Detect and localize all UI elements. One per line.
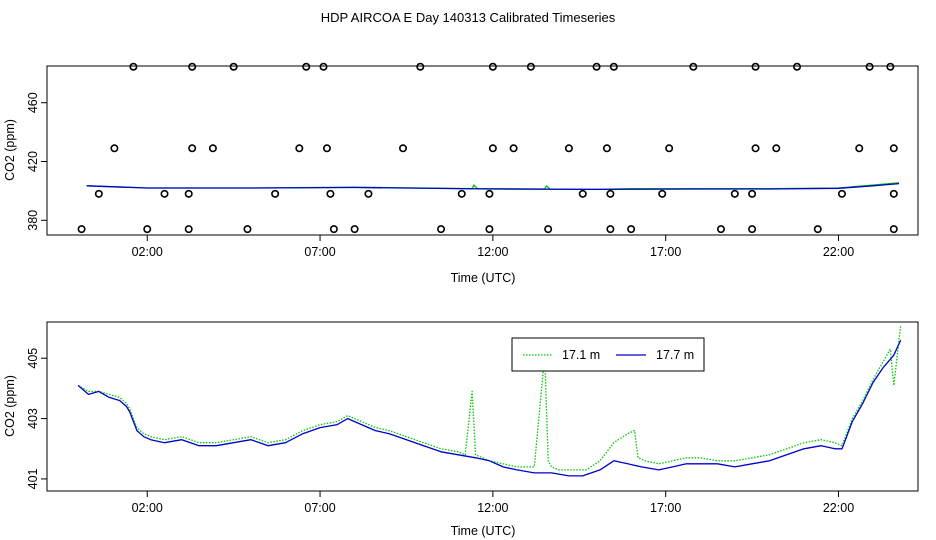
top-marker-circle	[302, 62, 311, 71]
top-y-tick-label: 460	[26, 92, 40, 113]
top-marker-circle	[319, 62, 328, 71]
top-x-tick-label: 02:00	[132, 245, 163, 259]
top-marker-circle	[592, 62, 601, 71]
bot-series-line-blue	[77, 339, 902, 477]
bottom-y-ticks: 401 403 405	[26, 348, 47, 489]
top-marker-circle	[188, 62, 197, 71]
top-marker-circle	[457, 189, 466, 198]
top-series-line-blue	[86, 182, 900, 191]
top-plot-frame	[46, 65, 919, 236]
top-markers	[77, 62, 898, 234]
top-marker-circle	[208, 144, 217, 153]
top-marker-circle	[326, 189, 335, 198]
bot-series-line-green	[77, 324, 902, 471]
top-marker-circle	[564, 144, 573, 153]
bot-y-tick-label: 405	[26, 348, 40, 369]
top-marker-circle	[889, 189, 898, 198]
top-marker-circle	[322, 144, 331, 153]
bottom-series	[77, 324, 902, 477]
top-marker-circle	[751, 144, 760, 153]
top-marker-circle	[606, 225, 615, 234]
top-marker-circle	[184, 225, 193, 234]
top-marker-circle	[243, 225, 252, 234]
top-marker-circle	[865, 62, 874, 71]
top-marker-circle	[730, 189, 739, 198]
bot-x-tick-label: 22:00	[823, 501, 854, 515]
top-marker-circle	[665, 144, 674, 153]
top-x-ticks: 02:00 07:00 12:00 17:00 22:00	[132, 235, 854, 259]
top-marker-circle	[188, 144, 197, 153]
top-marker-circle	[485, 225, 494, 234]
legend-label-17-7m: 17.7 m	[656, 348, 694, 362]
top-marker-circle	[751, 62, 760, 71]
top-marker-circle	[748, 225, 757, 234]
top-marker-circle	[295, 144, 304, 153]
top-marker-circle	[271, 189, 280, 198]
top-marker-circle	[578, 189, 587, 198]
top-marker-circle	[544, 225, 553, 234]
top-marker-circle	[772, 144, 781, 153]
top-marker-circle	[716, 225, 725, 234]
top-marker-circle	[509, 144, 518, 153]
top-marker-circle	[526, 62, 535, 71]
top-x-tick-label: 07:00	[304, 245, 335, 259]
figure-title: HDP AIRCOA E Day 140313 Calibrated Times…	[321, 10, 616, 25]
bot-x-tick-label: 12:00	[477, 501, 508, 515]
top-marker-circle	[889, 144, 898, 153]
top-panel: 02:00 07:00 12:00 17:00 22:00 380 420 460 Time…	[3, 62, 919, 285]
top-marker-circle	[329, 225, 338, 234]
top-marker-circle	[129, 62, 138, 71]
bottom-plot-frame	[46, 321, 919, 492]
top-marker-circle	[627, 225, 636, 234]
top-marker-circle	[886, 62, 895, 71]
top-x-tick-label: 22:00	[823, 245, 854, 259]
top-marker-circle	[77, 225, 86, 234]
top-x-tick-label: 12:00	[477, 245, 508, 259]
top-marker-circle	[855, 144, 864, 153]
top-marker-circle	[437, 225, 446, 234]
bot-y-tick-label: 403	[26, 408, 40, 429]
top-marker-circle	[889, 225, 898, 234]
top-y-tick-label: 420	[26, 151, 40, 172]
top-marker-circle	[350, 225, 359, 234]
top-x-axis-label: Time (UTC)	[451, 271, 516, 285]
top-marker-circle	[748, 189, 757, 198]
top-marker-circle	[488, 62, 497, 71]
bot-x-tick-label: 17:00	[650, 501, 681, 515]
top-marker-circle	[602, 144, 611, 153]
bot-x-tick-label: 07:00	[304, 501, 335, 515]
top-marker-circle	[837, 189, 846, 198]
top-marker-circle	[813, 225, 822, 234]
top-y-axis-label: CO2 (ppm)	[3, 119, 17, 181]
top-marker-circle	[399, 144, 408, 153]
top-marker-circle	[609, 62, 618, 71]
top-x-tick-label: 17:00	[650, 245, 681, 259]
top-series	[86, 182, 900, 191]
top-marker-circle	[94, 189, 103, 198]
top-y-ticks: 380 420 460	[26, 92, 47, 231]
bot-x-tick-label: 02:00	[132, 501, 163, 515]
legend: 17.1 m 17.7 m	[511, 337, 705, 372]
top-marker-circle	[184, 189, 193, 198]
top-marker-circle	[160, 189, 169, 198]
top-marker-circle	[606, 189, 615, 198]
top-marker-circle	[658, 189, 667, 198]
legend-label-17-1m: 17.1 m	[562, 348, 600, 362]
bottom-x-axis-label: Time (UTC)	[451, 524, 516, 538]
bottom-panel: 02:00 07:00 12:00 17:00 22:00 401 403 405 Time…	[3, 321, 919, 538]
top-marker-circle	[364, 189, 373, 198]
top-marker-circle	[793, 62, 802, 71]
bottom-x-ticks: 02:00 07:00 12:00 17:00 22:00	[132, 491, 854, 515]
bot-y-tick-label: 401	[26, 468, 40, 489]
bottom-y-axis-label: CO2 (ppm)	[3, 375, 17, 437]
top-marker-circle	[689, 62, 698, 71]
top-marker-circle	[488, 144, 497, 153]
top-y-tick-label: 380	[26, 210, 40, 231]
top-marker-circle	[416, 62, 425, 71]
top-marker-circle	[229, 62, 238, 71]
top-marker-circle	[485, 189, 494, 198]
top-marker-circle	[110, 144, 119, 153]
top-marker-circle	[143, 225, 152, 234]
